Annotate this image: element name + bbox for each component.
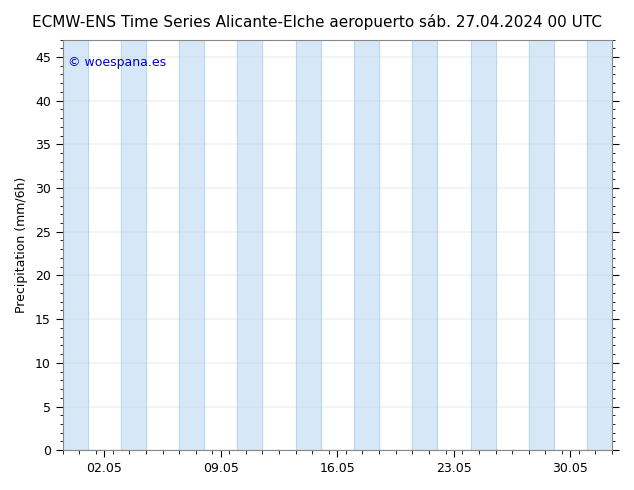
- Bar: [354, 40, 379, 450]
- Bar: [63, 40, 87, 450]
- Text: ECMW-ENS Time Series Alicante-Elche aeropuerto: ECMW-ENS Time Series Alicante-Elche aero…: [32, 15, 414, 30]
- Bar: [121, 40, 146, 450]
- Y-axis label: Precipitation (mm/6h): Precipitation (mm/6h): [15, 177, 28, 313]
- Text: © woespana.es: © woespana.es: [68, 56, 166, 69]
- Bar: [587, 40, 612, 450]
- Bar: [295, 40, 321, 450]
- Text: sáb. 27.04.2024 00 UTC: sáb. 27.04.2024 00 UTC: [419, 15, 602, 30]
- Bar: [412, 40, 437, 450]
- Bar: [238, 40, 262, 450]
- Bar: [529, 40, 553, 450]
- Bar: [179, 40, 204, 450]
- Bar: [470, 40, 496, 450]
